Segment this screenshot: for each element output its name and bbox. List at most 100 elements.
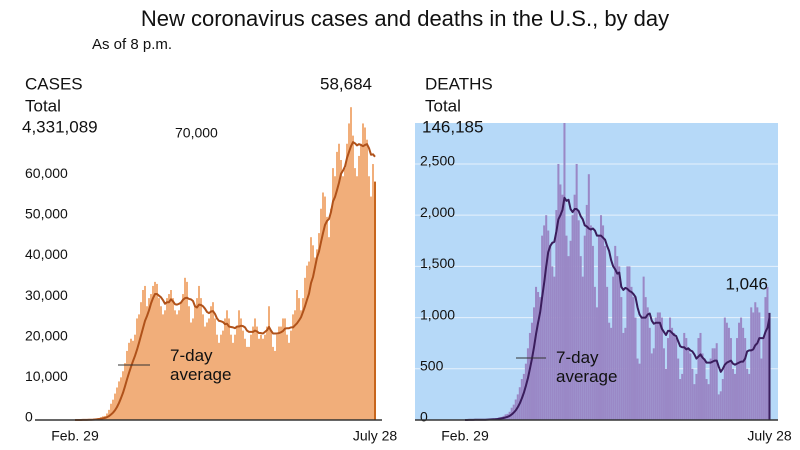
bar	[288, 342, 290, 420]
bar	[148, 298, 150, 420]
bar	[616, 256, 619, 420]
bar	[691, 368, 694, 420]
bar	[192, 318, 194, 420]
bar	[164, 310, 166, 420]
bar	[296, 290, 298, 420]
bar	[671, 327, 674, 420]
bar	[212, 302, 214, 420]
bar	[336, 151, 338, 420]
bar	[246, 346, 248, 420]
bar	[711, 348, 714, 420]
bar	[122, 371, 124, 420]
bar	[593, 286, 596, 420]
bar	[112, 399, 114, 420]
bar	[250, 334, 252, 420]
bar	[156, 283, 158, 420]
bar	[549, 245, 552, 420]
bar	[585, 204, 588, 420]
bar	[650, 353, 653, 420]
bar	[746, 368, 749, 420]
bar	[541, 235, 544, 420]
bar	[581, 276, 584, 420]
average-line	[465, 196, 771, 421]
bar	[583, 235, 586, 420]
y-tick-label: 1,000	[420, 306, 455, 322]
bar	[750, 307, 753, 420]
bar	[628, 266, 631, 420]
bar	[286, 334, 288, 420]
bar	[206, 322, 208, 420]
bar	[620, 297, 623, 420]
bar	[768, 312, 771, 420]
bar	[304, 277, 306, 420]
bar	[695, 373, 698, 420]
bar	[354, 168, 356, 420]
bar	[214, 318, 216, 420]
bar	[224, 318, 226, 420]
bar	[640, 317, 643, 420]
y-tick-label: 60,000	[25, 165, 68, 181]
bar	[545, 215, 548, 420]
total-value: 4,331,089	[22, 117, 98, 136]
bar	[699, 332, 702, 420]
bar	[612, 276, 615, 420]
bar	[326, 216, 328, 420]
bar	[252, 326, 254, 420]
bar	[316, 249, 318, 420]
bar	[308, 261, 310, 420]
bar	[736, 338, 739, 420]
bar	[687, 348, 690, 420]
bar	[656, 312, 659, 420]
bar	[522, 373, 525, 420]
bar	[124, 363, 126, 420]
bar	[142, 290, 144, 420]
bar	[264, 334, 266, 420]
bar	[577, 220, 580, 420]
bar	[174, 310, 176, 420]
bar	[190, 322, 192, 420]
bar	[196, 298, 198, 420]
bar	[368, 176, 370, 420]
bar	[573, 194, 576, 420]
bar	[162, 314, 164, 420]
bar	[350, 107, 352, 420]
bar	[130, 338, 132, 420]
bar	[701, 353, 704, 420]
bar	[344, 168, 346, 420]
bar	[587, 174, 590, 420]
bar	[579, 256, 582, 420]
y-tick-label: 500	[420, 357, 444, 373]
bar	[547, 230, 550, 420]
bar	[338, 143, 340, 420]
bar	[182, 294, 184, 420]
bar	[188, 306, 190, 420]
bar	[565, 235, 568, 420]
y-tick-label: 20,000	[25, 327, 68, 343]
bar	[713, 348, 716, 420]
bar	[658, 312, 661, 420]
bar	[662, 348, 665, 420]
bar	[202, 314, 204, 420]
bar	[234, 334, 236, 420]
bar	[557, 163, 560, 420]
bar	[740, 317, 743, 420]
bar	[312, 245, 314, 420]
bar	[324, 196, 326, 420]
bar	[134, 334, 136, 420]
bar	[575, 163, 578, 420]
bar	[530, 322, 534, 420]
bar	[717, 394, 720, 420]
bar	[132, 340, 134, 420]
bar	[567, 256, 570, 420]
bar	[733, 373, 737, 420]
bar	[638, 363, 641, 420]
bar	[553, 276, 556, 420]
bar	[144, 285, 146, 420]
bar	[660, 317, 663, 420]
bar	[314, 257, 316, 420]
bar	[569, 240, 572, 420]
bar	[276, 334, 278, 420]
bar	[310, 237, 312, 420]
x-tick-label: Feb. 29	[51, 428, 99, 444]
bar	[762, 338, 765, 420]
